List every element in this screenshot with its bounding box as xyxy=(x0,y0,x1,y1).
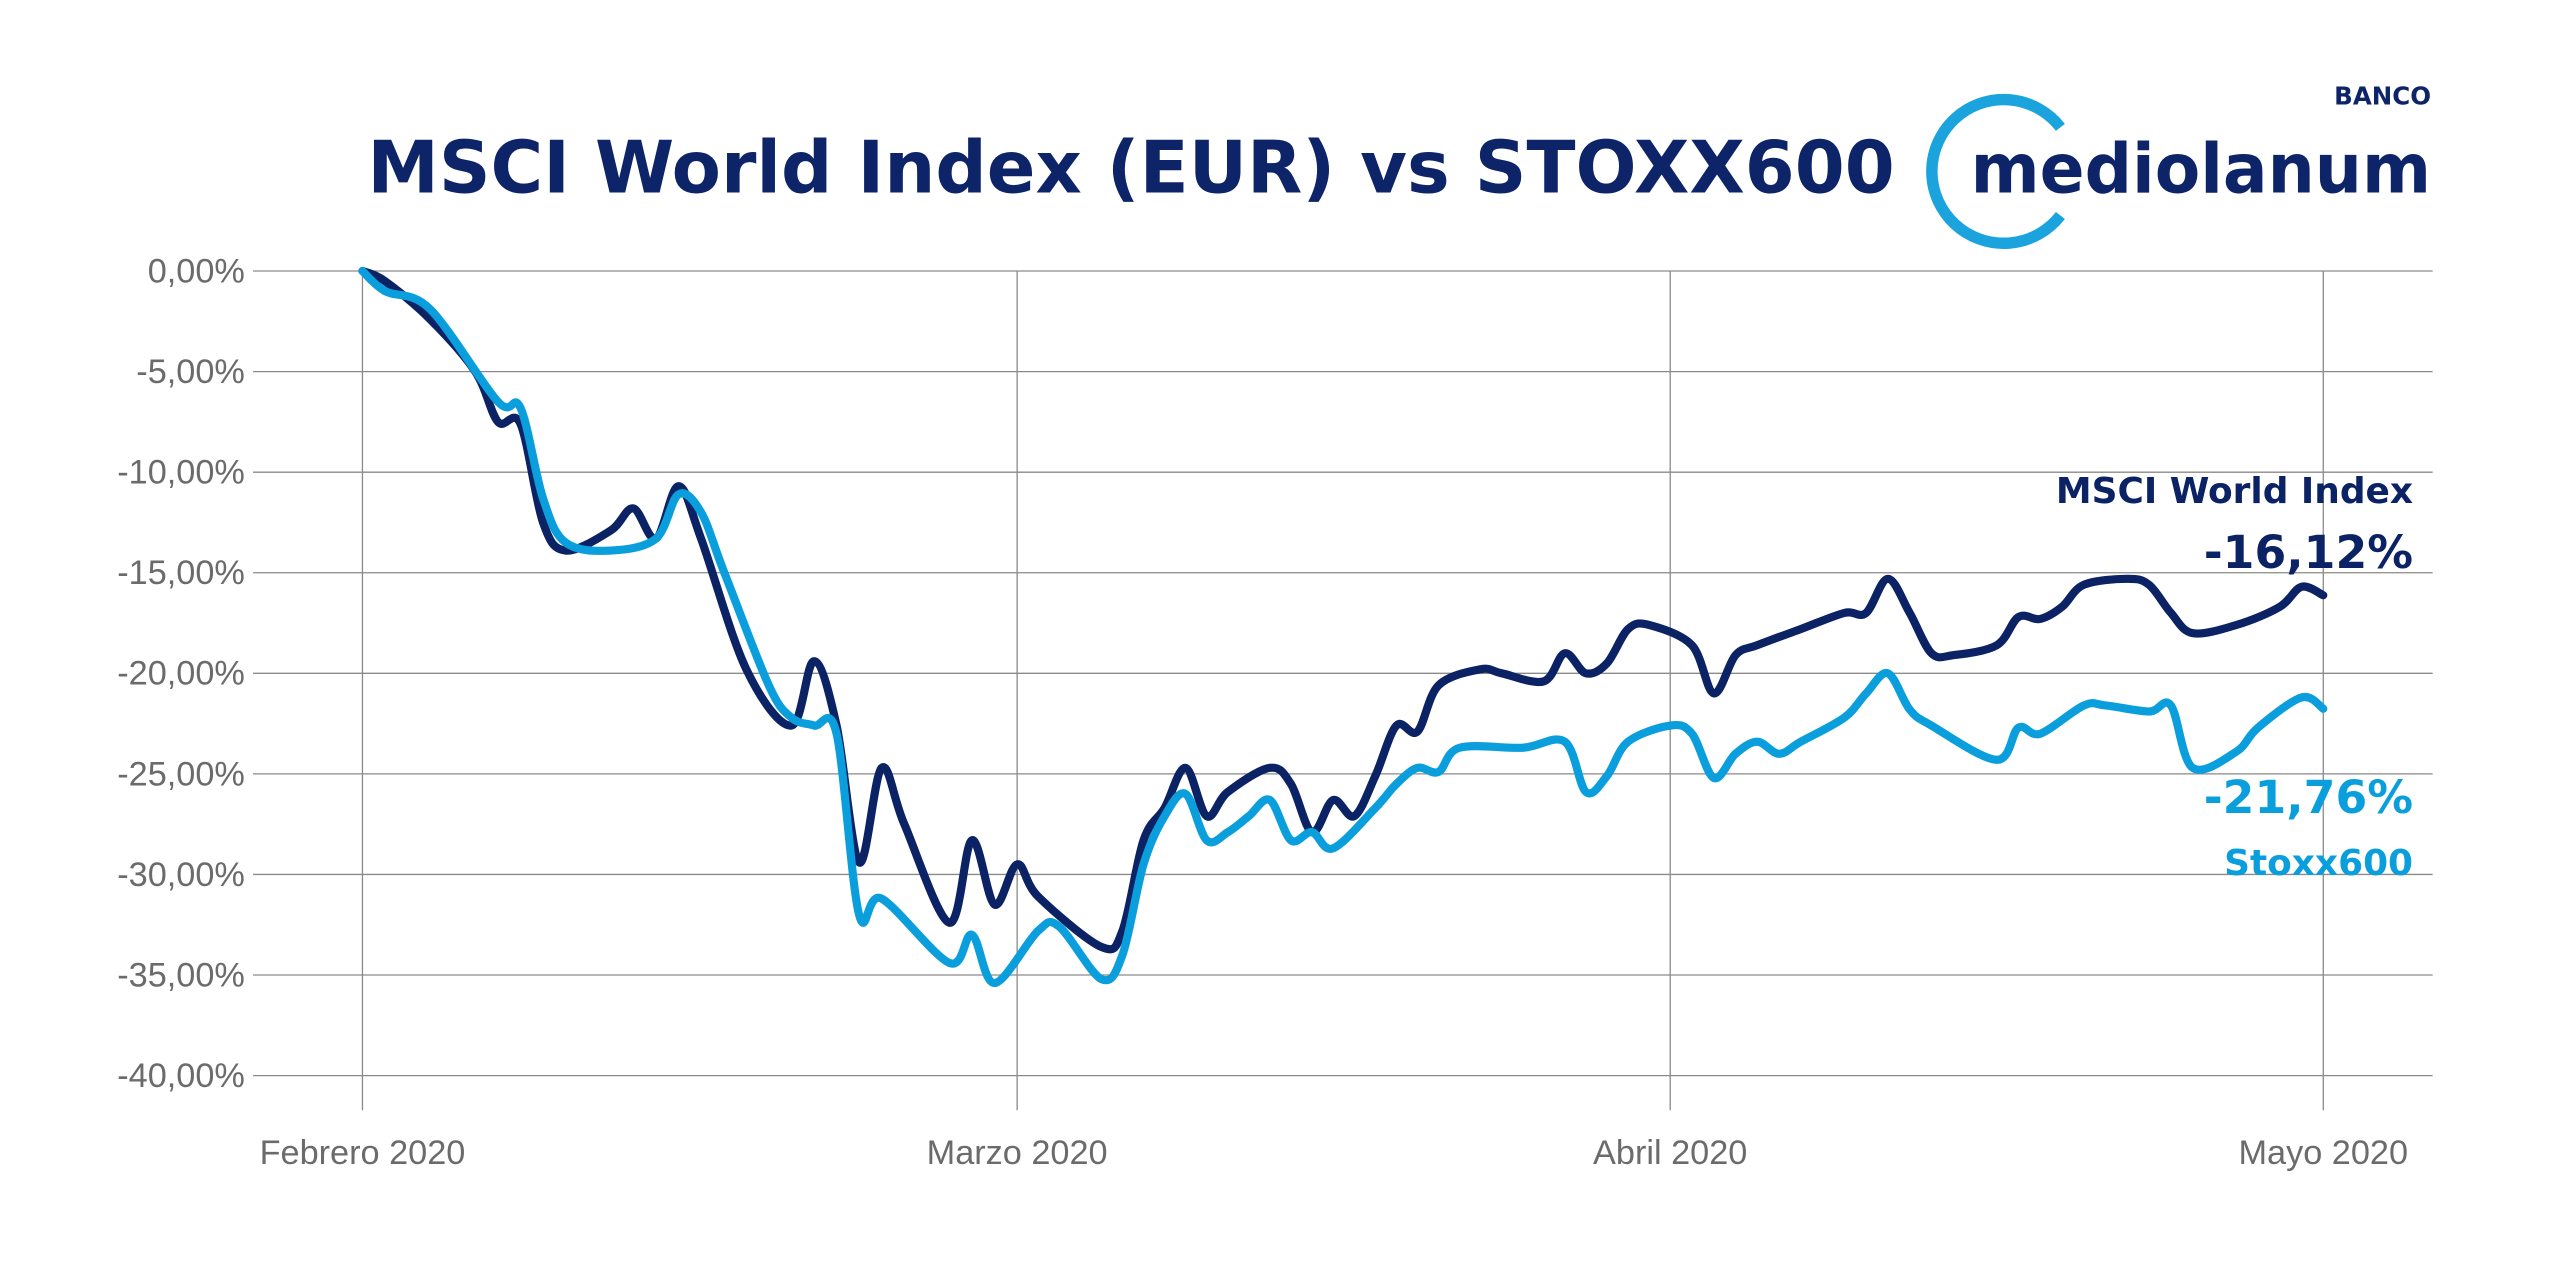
y-tick-label: -40,00% xyxy=(117,1057,245,1095)
logo-prefix: BANCO xyxy=(2334,81,2431,110)
y-tick-label: -10,00% xyxy=(117,454,245,492)
stoxx-series-label: Stoxx600 xyxy=(2224,843,2413,884)
x-tick-label: Marzo 2020 xyxy=(927,1134,1108,1172)
y-tick-label: -20,00% xyxy=(117,655,245,693)
y-tick-label: -5,00% xyxy=(136,353,245,391)
series-lines xyxy=(358,266,2328,988)
msci-final-value: -16,12% xyxy=(2204,526,2413,579)
logo: mediolanum BANCO xyxy=(1926,81,2431,249)
grid xyxy=(253,270,2433,1111)
y-tick-label: -35,00% xyxy=(117,956,245,994)
x-axis-ticks: Febrero 2020 Marzo 2020 Abril 2020 Mayo 202… xyxy=(260,1134,2408,1172)
x-tick-label: Abril 2020 xyxy=(1593,1134,1747,1172)
msci-world-line xyxy=(358,266,2328,954)
chart-title: MSCI World Index (EUR) vs STOXX600 xyxy=(367,126,1894,210)
x-tick-label: Mayo 2020 xyxy=(2238,1134,2408,1172)
msci-series-label: MSCI World Index xyxy=(2056,471,2413,512)
y-tick-label: -30,00% xyxy=(117,856,245,894)
y-tick-label: -25,00% xyxy=(117,755,245,793)
x-tick-label: Febrero 2020 xyxy=(260,1134,466,1172)
stoxx600-line xyxy=(358,266,2328,988)
y-tick-label: 0,00% xyxy=(148,252,245,290)
y-axis-ticks: 0,00% -5,00% -10,00% -15,00% -20,00% -25,00% -… xyxy=(117,252,245,1095)
logo-brand: mediolanum xyxy=(1971,130,2431,210)
logo-ring xyxy=(1926,93,2065,249)
stoxx-final-value: -21,76% xyxy=(2204,771,2413,824)
y-tick-label: -15,00% xyxy=(117,554,245,592)
